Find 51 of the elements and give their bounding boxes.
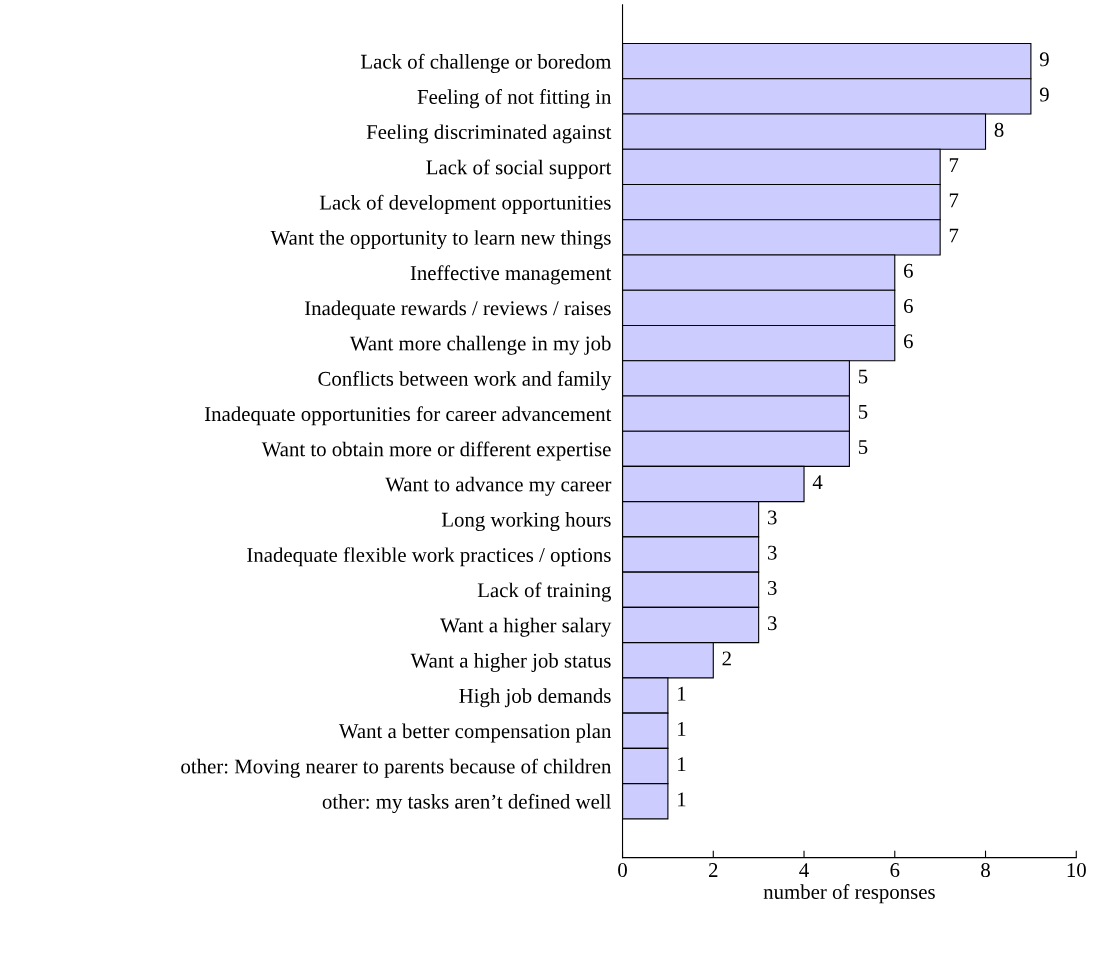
data-label: 1: [678, 792, 686, 807]
data-label: 9: [1039, 87, 1049, 102]
data-label: 3: [767, 510, 777, 525]
data-label: 2: [722, 651, 731, 666]
y-tick-label: Inadequate flexible work practices / options: [247, 547, 611, 567]
y-tick-label: Lack of social support: [426, 159, 612, 179]
data-label: 1: [678, 721, 686, 736]
y-tick-label: Lack of challenge or boredom: [360, 53, 612, 73]
data-label: 1: [678, 686, 686, 701]
x-tick-label: 6: [890, 863, 900, 878]
y-tick-label: Want the opportunity to learn new things: [270, 230, 611, 250]
data-label: 9: [1039, 52, 1049, 67]
data-label: 1: [678, 757, 686, 771]
y-tick-label: High job demands: [459, 688, 611, 708]
data-label: 5: [858, 369, 868, 384]
x-tick-label: 0: [618, 863, 627, 878]
data-label: 7: [949, 193, 959, 208]
data-label: 3: [767, 616, 777, 631]
x-tick-label: 2: [708, 863, 718, 877]
y-tick-label: other: Moving nearer to parents because of children: [181, 758, 612, 778]
y-tick-label: Want a higher job status: [410, 653, 611, 672]
y-tick-label: Want to obtain more or different expertise: [261, 441, 611, 461]
y-tick-label: Want more challenge in my job: [349, 335, 611, 355]
y-tick-label: Long working hours: [441, 512, 611, 532]
x-axis-title: number of responses: [763, 884, 935, 904]
data-label: 7: [949, 158, 959, 172]
data-label: 7: [949, 228, 959, 243]
data-label: 3: [767, 580, 777, 595]
x-tick-label: 10: [1067, 863, 1086, 878]
y-tick-label: other: my tasks aren’t defined well: [322, 793, 611, 814]
data-label: 5: [858, 404, 868, 419]
y-tick-label: Conflicts between work and family: [318, 370, 612, 391]
y-tick-label: Lack of development opportunities: [319, 194, 611, 214]
data-label: 8: [994, 122, 1004, 137]
data-label: 3: [767, 545, 777, 560]
x-tick-label: 4: [799, 863, 809, 877]
y-tick-label: Inadequate rewards / reviews / raises: [305, 300, 611, 320]
data-label: 5: [858, 440, 868, 455]
y-tick-label: Inadequate opportunities for career advancement: [204, 406, 612, 426]
x-tick-label: 8: [981, 863, 990, 878]
y-tick-label: Lack of training: [477, 582, 612, 602]
data-label: 6: [904, 299, 913, 314]
y-tick-label: Feeling of not fitting in: [417, 89, 612, 109]
y-tick-label: Want to advance my career: [385, 476, 612, 496]
data-label: 6: [904, 263, 913, 278]
y-tick-label: Want a higher salary: [440, 617, 612, 637]
y-tick-label: Ineffective management: [410, 265, 612, 285]
data-label: 6: [904, 334, 913, 349]
y-tick-label: Feeling discriminated against: [366, 124, 612, 144]
y-tick-label: Want a better compensation plan: [338, 723, 612, 743]
data-label: 4: [812, 475, 823, 490]
